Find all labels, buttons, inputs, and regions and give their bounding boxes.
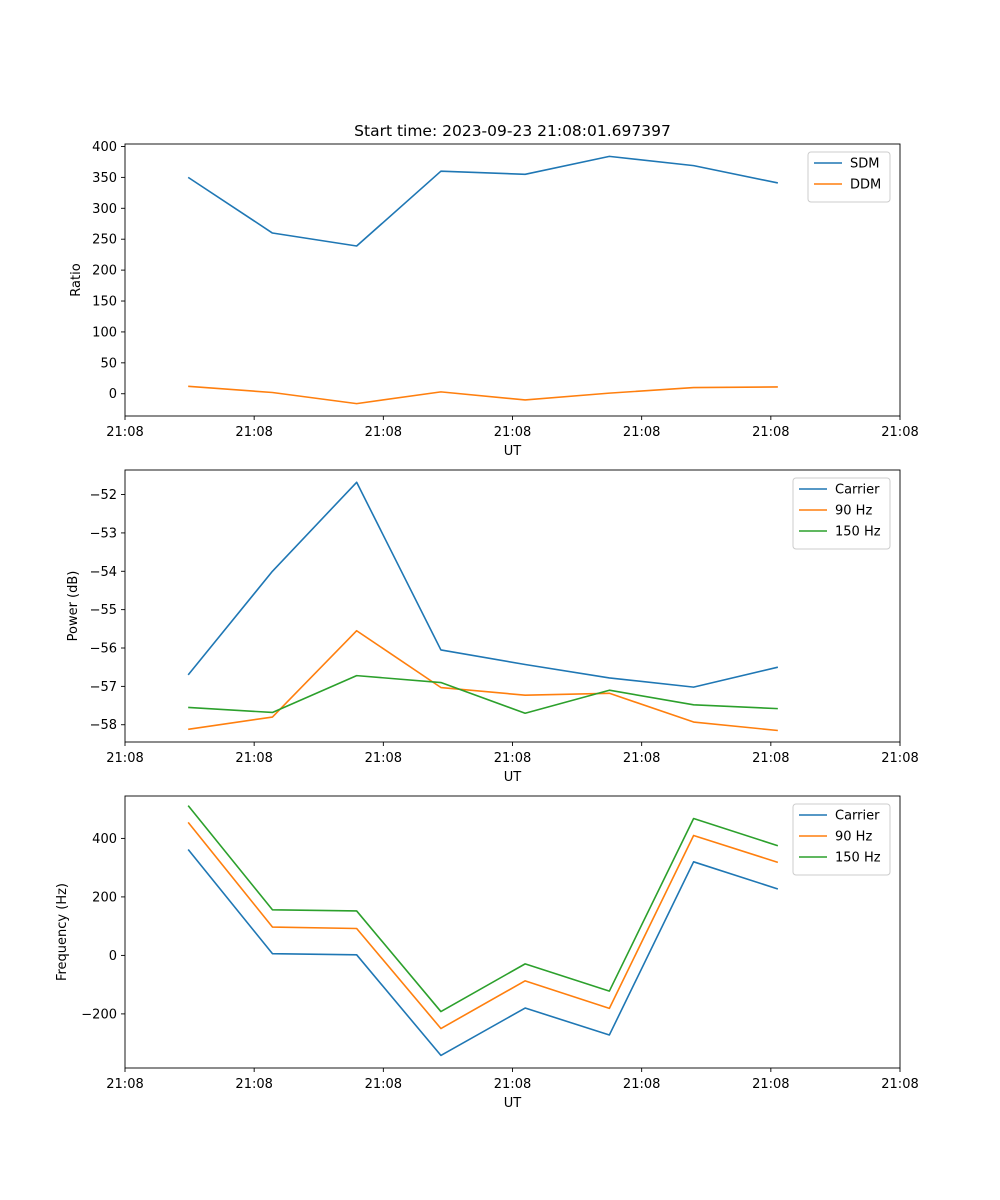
legend-label: 90 Hz [835, 504, 872, 519]
y-tick-label: 400 [92, 140, 117, 155]
legend: Carrier 90 Hz 150 Hz [792, 803, 891, 876]
series-line-carrier [187, 849, 779, 1057]
x-axis-label: UT [504, 444, 522, 459]
y-tick-label: −52 [90, 488, 117, 503]
subplot-1: 21:08 21:08 21:08 21:08 21:08 21:08 21:08 0 50 10… [69, 140, 919, 459]
y-tick-label: 350 [92, 171, 117, 186]
y-tick-label: −200 [81, 1007, 117, 1022]
x-tick-label: 21:08 [494, 1077, 531, 1092]
x-tick-label: 21:08 [881, 425, 918, 440]
x-tick-label: 21:08 [235, 1077, 272, 1092]
y-tick-label: −56 [90, 642, 117, 657]
y-tick-label: 100 [92, 325, 117, 340]
x-tick-label: 21:08 [235, 751, 272, 766]
chart-title: Start time: 2023-09-23 21:08:01.697397 [354, 122, 671, 140]
x-tick-label: 21:08 [365, 1077, 402, 1092]
legend: SDM DDM [807, 151, 891, 203]
y-tick-label: −53 [90, 526, 117, 541]
y-tick-label: 250 [92, 233, 117, 248]
x-tick-label: 21:08 [623, 751, 660, 766]
y-axis-label: Frequency (Hz) [55, 883, 70, 981]
legend-label: Carrier [835, 809, 880, 824]
x-tick-label: 21:08 [752, 425, 789, 440]
x-tick-label: 21:08 [752, 751, 789, 766]
y-tick-label: 0 [109, 949, 117, 964]
x-tick-label: 21:08 [106, 1077, 143, 1092]
x-tick-label: 21:08 [494, 425, 531, 440]
y-tick-label: 400 [92, 832, 117, 847]
x-tick-label: 21:08 [235, 425, 272, 440]
series-line-90-hz [187, 821, 779, 1030]
x-tick-label: 21:08 [881, 751, 918, 766]
x-tick-label: 21:08 [881, 1077, 918, 1092]
legend-label: 90 Hz [835, 830, 872, 845]
y-tick-label: −55 [90, 603, 117, 618]
legend-label: DDM [850, 178, 881, 193]
series-line-150-hz [188, 674, 778, 715]
y-tick-label: 300 [92, 202, 117, 217]
y-tick-label: 0 [109, 387, 117, 402]
y-axis-label: Ratio [69, 263, 84, 296]
x-tick-label: 21:08 [365, 425, 402, 440]
legend-label: 150 Hz [835, 851, 881, 866]
series-line-sdm [187, 155, 779, 247]
x-tick-label: 21:08 [106, 425, 143, 440]
y-tick-label: −58 [90, 718, 117, 733]
subplot-3: 21:08 21:08 21:08 21:08 21:08 21:08 21:08 −200 0… [55, 795, 919, 1111]
x-tick-label: 21:08 [623, 425, 660, 440]
x-tick-label: 21:08 [623, 1077, 660, 1092]
x-axis-label: UT [504, 1096, 522, 1111]
legend-label: Carrier [835, 483, 880, 498]
legend-label: SDM [850, 157, 879, 172]
y-tick-label: −57 [90, 680, 117, 695]
y-tick-label: 200 [92, 890, 117, 905]
y-tick-label: 200 [92, 264, 117, 279]
x-tick-label: 21:08 [752, 1077, 789, 1092]
series-line-90-hz [188, 629, 778, 732]
legend-box [807, 151, 891, 203]
y-tick-label: 50 [100, 356, 117, 371]
series-line-150-hz [187, 805, 779, 1013]
subplot-2: 21:08 21:08 21:08 21:08 21:08 21:08 21:08 −58 −5… [66, 469, 919, 785]
legend: Carrier 90 Hz 150 Hz [792, 477, 891, 550]
x-tick-label: 21:08 [106, 751, 143, 766]
series-line-ddm [188, 385, 778, 405]
legend-label: 150 Hz [835, 525, 881, 540]
x-tick-label: 21:08 [365, 751, 402, 766]
x-axis-label: UT [504, 770, 522, 785]
y-axis-label: Power (dB) [66, 571, 81, 642]
series-line-carrier [187, 481, 779, 688]
x-tick-label: 21:08 [494, 751, 531, 766]
y-tick-label: −54 [90, 565, 117, 580]
y-tick-label: 150 [92, 295, 117, 310]
